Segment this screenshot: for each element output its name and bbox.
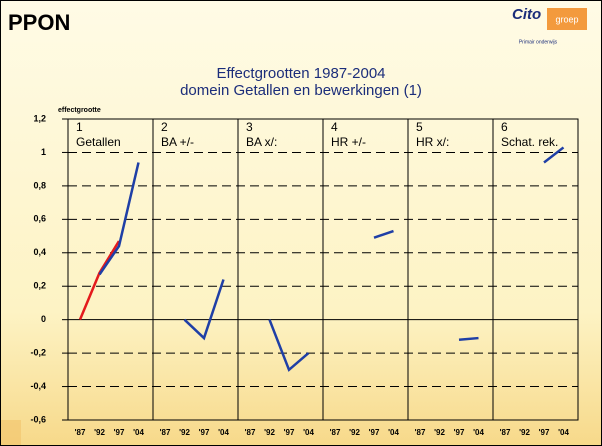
x-tick-label: '87 (330, 428, 341, 437)
panel-label: BA x/: (246, 135, 277, 149)
series-line (98, 162, 140, 276)
panel-label: HR +/- (331, 135, 366, 149)
y-tick-label: 0 (41, 314, 46, 324)
y-tick-label: -0,2 (30, 347, 46, 357)
chart-title: Effectgrootten 1987-2004 (216, 65, 385, 82)
panel-number: 2 (161, 120, 168, 134)
panel-number: 3 (246, 120, 253, 134)
decor (1, 420, 21, 445)
y-tick-label: 1 (41, 147, 46, 157)
series-line (373, 229, 394, 239)
x-tick-label: '92 (264, 428, 275, 437)
y-tick-label: 0,2 (33, 281, 46, 291)
panel-label: BA +/- (161, 135, 194, 149)
y-tick-label: -0,4 (30, 381, 46, 391)
x-tick-label: '04 (473, 428, 484, 437)
x-tick-label: '97 (199, 428, 210, 437)
panel-label: HR x/: (416, 135, 449, 149)
x-tick-label: '04 (218, 428, 229, 437)
x-tick-label: '97 (284, 428, 295, 437)
header-title: PPON (8, 10, 70, 35)
logo-box (547, 8, 587, 30)
x-tick-label: '87 (160, 428, 171, 437)
series-line (183, 279, 225, 341)
x-tick-label: '92 (519, 428, 530, 437)
y-tick-label: 0,4 (33, 247, 46, 257)
logo-sub: groep (555, 14, 578, 24)
x-tick-label: '87 (75, 428, 86, 437)
panel-number: 5 (416, 120, 423, 134)
chart-subtitle: domein Getallen en bewerkingen (1) (180, 82, 422, 99)
y-tick-label: -0,6 (30, 414, 46, 424)
x-tick-label: '87 (245, 428, 256, 437)
x-tick-label: '97 (369, 428, 380, 437)
x-tick-label: '87 (500, 428, 511, 437)
x-tick-label: '04 (303, 428, 314, 437)
panel-number: 1 (76, 120, 83, 134)
x-tick-label: '92 (94, 428, 105, 437)
x-tick-label: '04 (388, 428, 399, 437)
panel-number: 6 (501, 120, 508, 134)
series-line (543, 146, 565, 164)
x-tick-label: '92 (434, 428, 445, 437)
x-tick-label: '92 (179, 428, 190, 437)
y-tick-label: 0,8 (33, 180, 46, 190)
y-tick-label: 0,6 (33, 214, 46, 224)
x-tick-label: '92 (349, 428, 360, 437)
series-line (458, 336, 479, 341)
panel-label: Schat. rek. (501, 135, 558, 149)
x-tick-label: '97 (539, 428, 550, 437)
x-tick-label: '97 (114, 428, 125, 437)
y-axis-label: effectgrootte (58, 107, 101, 114)
logo: Cito (512, 6, 541, 23)
x-tick-label: '04 (558, 428, 569, 437)
y-tick-label: 1,2 (33, 113, 46, 123)
x-tick-label: '04 (133, 428, 144, 437)
x-tick-label: '97 (454, 428, 465, 437)
x-tick-label: '87 (415, 428, 426, 437)
panel-number: 4 (331, 120, 338, 134)
series-line (268, 319, 310, 372)
tagline: Primair onderwijs (519, 39, 558, 45)
panel-label: Getallen (76, 135, 121, 149)
